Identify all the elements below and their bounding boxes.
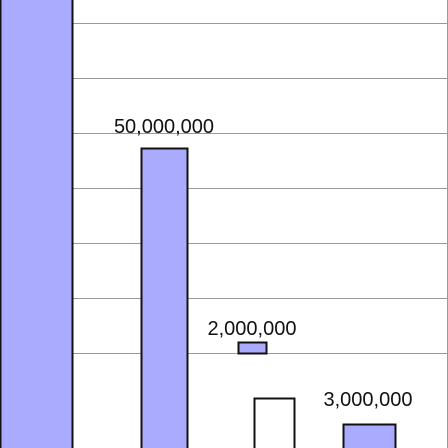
bar [0,0,74,448]
bar [237,341,268,355]
bar [342,423,397,448]
data-label: 3,000,000 [324,389,413,411]
bar [140,147,189,448]
bar [253,397,296,448]
data-label: 2,000,000 [208,318,297,340]
data-label: 50,000,000 [114,116,214,138]
data-labels: 50,000,000 2,000,000 3,000,000 [114,116,413,411]
bars [0,0,397,448]
